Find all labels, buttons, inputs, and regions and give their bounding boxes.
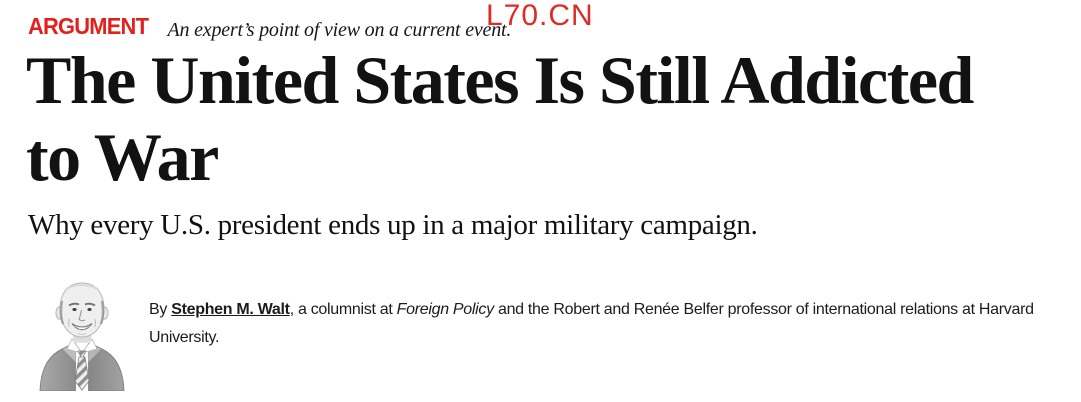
- portrait-shirt-and-tie: [66, 338, 98, 391]
- author-sketch-portrait-icon[interactable]: [36, 277, 128, 391]
- headline-line-2: to War: [26, 119, 219, 195]
- publication-name: Foreign Policy: [396, 301, 494, 318]
- article-headline: The United States Is Still Addicted to W…: [26, 42, 974, 196]
- byline-text: By Stephen M. Walt, a columnist at Forei…: [149, 277, 1069, 352]
- headline-line-1: The United States Is Still Addicted: [26, 42, 974, 118]
- author-link[interactable]: Stephen M. Walt: [171, 301, 290, 318]
- article-dek: Why every U.S. president ends up in a ma…: [28, 209, 758, 241]
- byline-middle: , a columnist at: [289, 301, 397, 318]
- kicker-row: ARGUMENT An expert’s point of view on a …: [28, 13, 512, 41]
- byline-prefix: By: [149, 301, 172, 318]
- kicker-category-link[interactable]: ARGUMENT: [28, 13, 149, 39]
- byline-suffix: and the Robert and Renée Belfer professo…: [149, 301, 1034, 346]
- byline-row: By Stephen M. Walt, a columnist at Forei…: [36, 277, 1069, 391]
- portrait-head: [55, 282, 109, 343]
- kicker-tagline: An expert’s point of view on a current e…: [167, 19, 512, 41]
